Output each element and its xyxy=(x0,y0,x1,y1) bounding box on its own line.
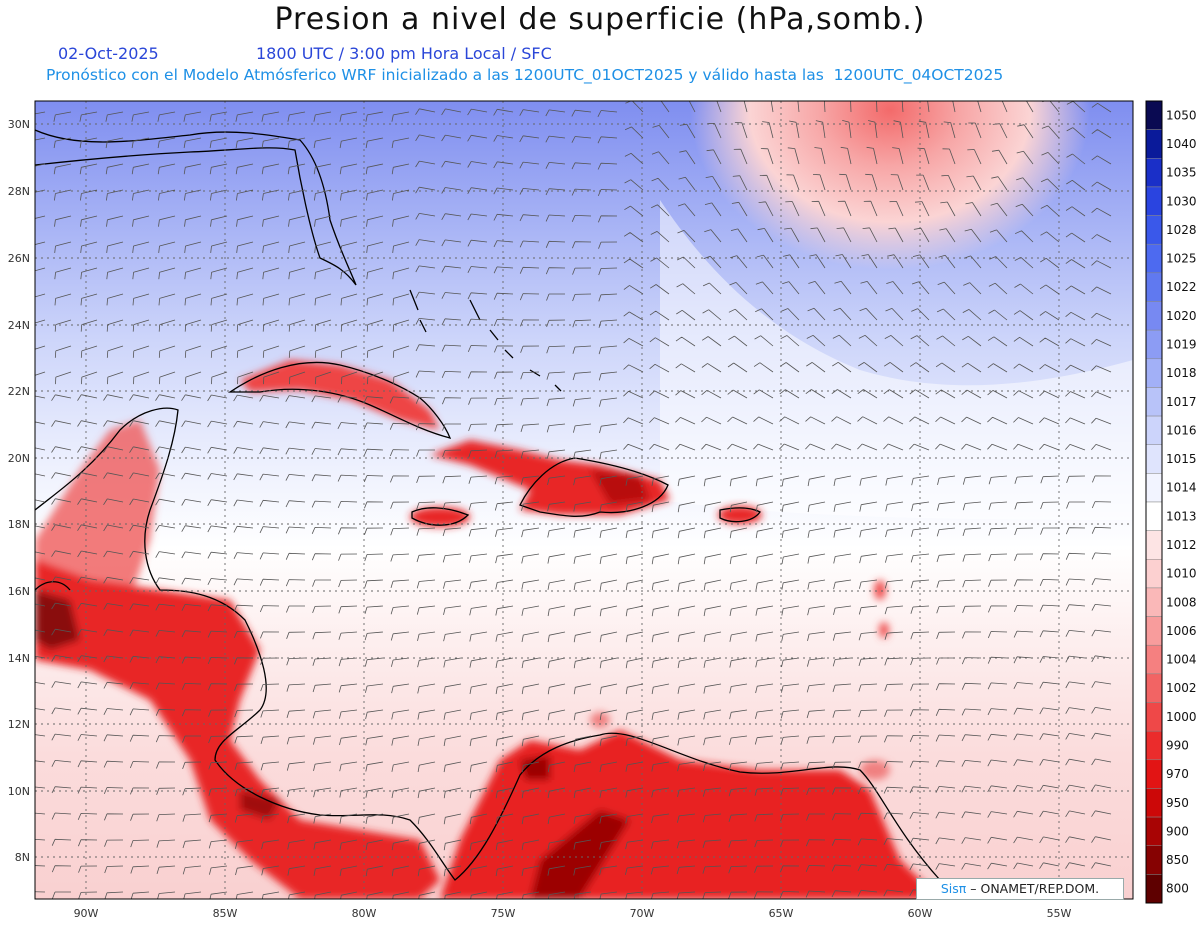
colorbar-swatch xyxy=(1145,559,1163,589)
colorbar-label: 1004 xyxy=(1166,653,1197,667)
lat-label: 30N xyxy=(8,118,30,131)
credit-box: Sisπ – ONAMET/REP.DOM. xyxy=(916,878,1124,900)
colorbar-label: 970 xyxy=(1166,767,1189,781)
colorbar-label: 990 xyxy=(1166,738,1189,752)
colorbar-label: 900 xyxy=(1166,824,1189,838)
lat-label: 24N xyxy=(8,319,30,332)
lat-label: 26N xyxy=(8,252,30,265)
colorbar-label: 1016 xyxy=(1166,423,1197,437)
colorbar-label: 1017 xyxy=(1166,395,1197,409)
colorbar-swatch xyxy=(1145,444,1163,474)
colorbar-swatch xyxy=(1145,759,1163,789)
colorbar-swatch xyxy=(1145,301,1163,331)
colorbar-label: 1006 xyxy=(1166,624,1197,638)
colorbar-swatch xyxy=(1145,702,1163,732)
colorbar-label: 1019 xyxy=(1166,337,1197,351)
lat-label: 16N xyxy=(8,585,30,598)
colorbar-label: 950 xyxy=(1166,796,1189,810)
grid-lines xyxy=(35,101,1133,899)
lon-label: 70W xyxy=(630,907,655,920)
model-info: Pronóstico con el Modelo Atmósferico WRF… xyxy=(46,66,1004,84)
colorbar-label: 850 xyxy=(1166,853,1189,867)
colorbar-frame xyxy=(1145,100,1163,904)
colorbar-label: 1050 xyxy=(1166,108,1197,122)
colorbar-label: 1018 xyxy=(1166,366,1197,380)
wind-barbs xyxy=(35,101,1112,899)
colorbar-swatch xyxy=(1145,329,1163,360)
colorbar-label: 1012 xyxy=(1166,538,1197,552)
colorbar-label: 1025 xyxy=(1166,252,1197,266)
colorbar-swatch xyxy=(1145,587,1163,617)
colorbar-swatch xyxy=(1145,730,1163,761)
colorbar-swatch xyxy=(1145,215,1163,245)
colorbar-label: 1040 xyxy=(1166,137,1197,151)
forecast-date: 02-Oct-2025 xyxy=(58,44,159,63)
forecast-time: 1800 UTC / 3:00 pm Hora Local / SFC xyxy=(256,44,552,63)
colorbar-swatch xyxy=(1145,100,1163,130)
latitude-axis: 30N 28N 26N 24N 22N 20N 18N 16N 14N 12N … xyxy=(8,118,30,864)
colorbar-swatch xyxy=(1145,501,1163,531)
colorbar-swatch xyxy=(1145,272,1163,302)
colorbar-label: 1015 xyxy=(1166,452,1197,466)
lat-label: 28N xyxy=(8,185,30,198)
colorbar-swatch xyxy=(1145,845,1163,875)
lat-label: 14N xyxy=(8,652,30,665)
colorbar-label: 1030 xyxy=(1166,194,1197,208)
credit-brand: Sisπ xyxy=(940,881,967,896)
map-frame xyxy=(34,100,1134,900)
colorbar-swatch xyxy=(1145,415,1163,445)
colorbar-swatch xyxy=(1145,530,1163,560)
colorbar-swatch xyxy=(1145,358,1163,388)
longitude-axis: 90W 85W 80W 75W 70W 65W 60W 55W xyxy=(74,907,1072,920)
lon-label: 65W xyxy=(769,907,794,920)
wind-barb-field xyxy=(35,101,1112,899)
colorbar-swatch xyxy=(1145,129,1163,159)
colorbar-label: 1000 xyxy=(1166,710,1197,724)
page-title: Presion a nivel de superficie (hPa,somb.… xyxy=(274,2,926,37)
colorbar-swatch xyxy=(1145,473,1163,503)
lon-label: 80W xyxy=(352,907,377,920)
colorbar-swatch xyxy=(1145,673,1163,703)
colorbar-label: 1013 xyxy=(1166,509,1197,523)
colorbar-swatch xyxy=(1145,874,1163,904)
lon-label: 55W xyxy=(1047,907,1072,920)
map-field xyxy=(35,101,1133,899)
colorbar-swatch xyxy=(1145,616,1163,646)
colorbar-label: 1035 xyxy=(1166,166,1197,180)
colorbar-swatch xyxy=(1145,186,1163,216)
colorbar-label: 800 xyxy=(1166,882,1189,896)
colorbar-label: 1022 xyxy=(1166,280,1197,294)
colorbar-swatch xyxy=(1145,816,1163,846)
colorbar-label: 1010 xyxy=(1166,567,1197,581)
lon-label: 75W xyxy=(491,907,516,920)
colorbar-label: 1028 xyxy=(1166,223,1197,237)
lon-label: 60W xyxy=(908,907,933,920)
colorbar-swatch xyxy=(1145,387,1163,417)
colorbar-label: 1002 xyxy=(1166,681,1197,695)
lat-label: 22N xyxy=(8,385,30,398)
credit-text: – ONAMET/REP.DOM. xyxy=(966,881,1100,896)
colorbar-swatch xyxy=(1145,158,1163,188)
colorbar: 1050 1040 1035 1030 1028 1025 1022 1020 1019 1018… xyxy=(1145,100,1197,904)
colorbar-label: 1014 xyxy=(1166,481,1197,495)
lon-label: 85W xyxy=(213,907,238,920)
colorbar-swatch xyxy=(1145,243,1163,274)
lon-label: 90W xyxy=(74,907,99,920)
lat-label: 10N xyxy=(8,785,30,798)
colorbar-swatch xyxy=(1145,644,1163,675)
lat-label: 12N xyxy=(8,718,30,731)
colorbar-label: 1008 xyxy=(1166,595,1197,609)
lat-label: 8N xyxy=(15,851,30,864)
colorbar-swatch xyxy=(1145,788,1163,818)
lat-label: 20N xyxy=(8,452,30,465)
lat-label: 18N xyxy=(8,518,30,531)
colorbar-label: 1020 xyxy=(1166,309,1197,323)
